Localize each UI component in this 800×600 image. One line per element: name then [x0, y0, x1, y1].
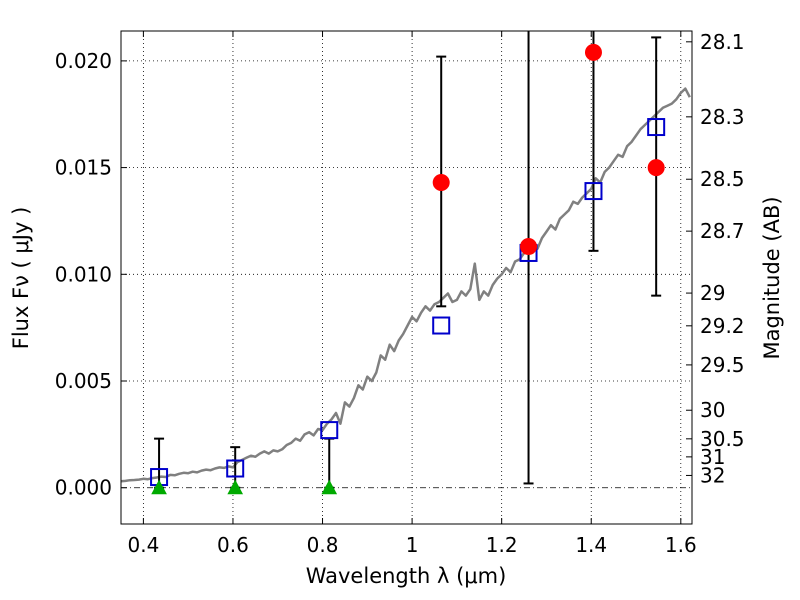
axis-ticks [121, 31, 692, 524]
x-tick-label: 0.8 [307, 533, 339, 557]
mag-tick-label: 28.7 [700, 219, 745, 243]
mag-tick-label: 29 [700, 281, 725, 305]
x-tick-label: 1.2 [486, 533, 518, 557]
upper-limit-point [321, 479, 338, 495]
x-tick-label: 0.4 [127, 533, 159, 557]
y-axis-label: Flux Fν ( μJy ) [9, 207, 33, 350]
plot-frame [120, 30, 693, 525]
x-tick-label: 1.6 [665, 533, 697, 557]
x-tick-label: 0.6 [217, 533, 249, 557]
upper-limit-series [151, 479, 338, 495]
y-tick-label: 0.010 [55, 262, 112, 286]
y-tick-label: 0.020 [55, 49, 112, 73]
model-flux-square [320, 421, 339, 440]
mag-tick-label: 29.5 [700, 353, 745, 377]
detection-point [432, 174, 450, 192]
detection-series [432, 43, 665, 256]
model-flux-square [584, 182, 603, 201]
detection-point [647, 159, 665, 177]
mag-tick-label: 31 [700, 445, 725, 469]
x-tick-label: 1.4 [575, 533, 607, 557]
mag-tick-label: 30.5 [700, 427, 745, 451]
right-axis-label: Magnitude (AB) [760, 196, 784, 359]
spectrum-series [120, 87, 691, 483]
y-tick-label: 0.000 [55, 476, 112, 500]
mag-tick-label: 32 [700, 463, 725, 487]
upper-limit-point [227, 479, 244, 495]
tick-labels: 0.4 0.6 0.8 1 1.2 1.4 1.6 0.000 0.005 0.010 0.015 0… [55, 30, 745, 557]
mag-tick-label: 28.3 [700, 105, 745, 129]
model-flux-square [647, 118, 666, 137]
mag-tick-label: 30 [700, 398, 725, 422]
y-tick-label: 0.015 [55, 156, 112, 180]
spectrum-line [120, 87, 691, 483]
upper-limit-point [151, 479, 167, 495]
x-axis-label: Wavelength λ (μm) [306, 564, 507, 588]
mag-tick-label: 28.1 [700, 30, 745, 54]
detection-point [584, 43, 602, 61]
model-flux-square [432, 316, 451, 335]
mag-tick-label: 29.2 [700, 314, 745, 338]
y-tick-label: 0.005 [55, 369, 112, 393]
x-tick-label: 1 [406, 533, 419, 557]
detection-point [520, 238, 538, 256]
mag-tick-label: 28.5 [700, 167, 745, 191]
model-flux-square [226, 459, 245, 478]
